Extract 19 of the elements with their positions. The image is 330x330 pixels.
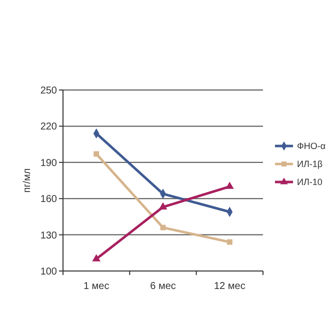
legend-label: ИЛ-1β xyxy=(297,159,323,170)
point xyxy=(160,224,166,230)
y-tick-label: 190 xyxy=(40,158,58,169)
x-tick-label: 1 мес xyxy=(83,281,110,292)
y-tick-label: 130 xyxy=(40,230,58,242)
point xyxy=(94,151,100,157)
y-tick-label: 100 xyxy=(40,266,58,278)
y-tick-label: 160 xyxy=(40,194,58,206)
legend-label: ФНО-α xyxy=(297,141,326,152)
legend-label: ИЛ-10 xyxy=(297,177,322,188)
point xyxy=(158,202,168,210)
y-tick-label: 220 xyxy=(40,122,58,133)
x-tick-label: 6 мес xyxy=(150,281,176,292)
x-tick-label: 12 мес xyxy=(214,281,246,292)
y-axis-title: пг/мл xyxy=(22,168,33,193)
y-tick-label: 250 xyxy=(40,86,58,96)
point xyxy=(226,182,234,189)
point xyxy=(226,239,232,245)
point xyxy=(92,254,100,262)
